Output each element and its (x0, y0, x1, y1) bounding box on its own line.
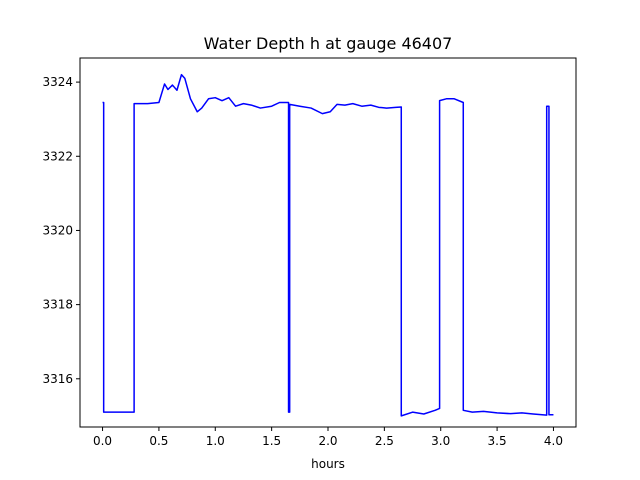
x-tick-label: 2.5 (375, 434, 394, 448)
y-tick-label: 3318 (42, 298, 73, 312)
y-tick-label: 3320 (42, 223, 73, 237)
x-tick-label: 4.0 (544, 434, 563, 448)
y-tick-label: 3316 (42, 372, 73, 386)
y-tick-label: 3324 (42, 75, 73, 89)
x-tick-label: 1.0 (206, 434, 225, 448)
y-tick-label: 3322 (42, 149, 73, 163)
x-axis-label: hours (311, 457, 345, 471)
x-tick-label: 1.5 (262, 434, 281, 448)
series-line-0 (102, 73, 554, 417)
x-tick-label: 0.0 (93, 434, 112, 448)
chart-title: Water Depth h at gauge 46407 (204, 34, 453, 53)
plot-area: 0.0 0.5 1.0 1.5 2.0 2.5 3.0 3.5 4.0 3316 3318 3320 3… (42, 57, 577, 448)
x-tick-label: 3.5 (488, 434, 507, 448)
x-tick-label: 3.0 (431, 434, 450, 448)
x-tick-label: 0.5 (149, 434, 168, 448)
x-tick-label: 2.0 (318, 434, 337, 448)
